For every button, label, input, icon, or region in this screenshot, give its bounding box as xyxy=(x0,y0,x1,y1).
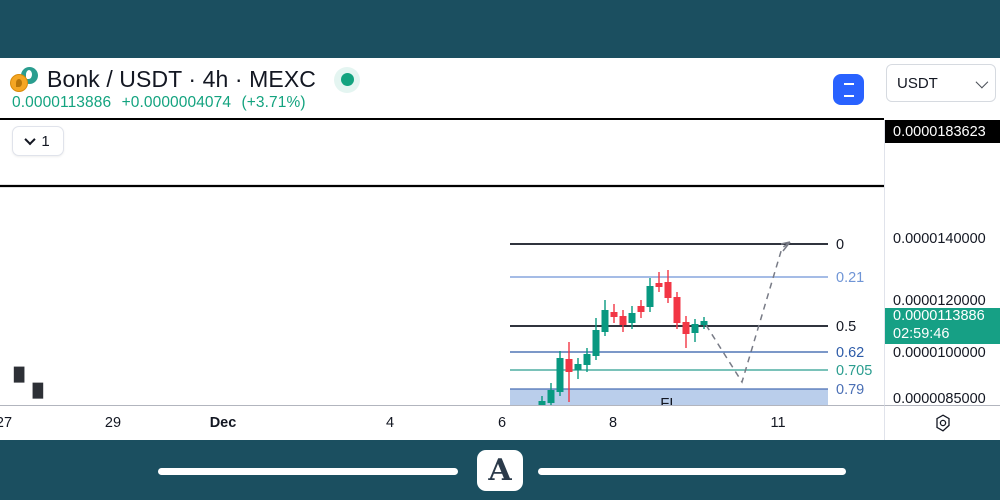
candle-body-15 xyxy=(583,354,591,365)
price-change-abs: +0.0000004074 xyxy=(121,94,232,111)
candle-body-27 xyxy=(691,324,699,333)
price-tick-0: 0.0000140000 xyxy=(893,231,986,247)
candle-body-25 xyxy=(673,297,681,323)
bars-count-label: 1 xyxy=(41,132,50,150)
bars-count-button[interactable]: 1 xyxy=(12,126,64,156)
candle-body-10 xyxy=(538,401,546,405)
tradingview-watermark: ▘▖ xyxy=(14,368,54,399)
current-price-value: 0.0000113886 xyxy=(893,308,985,325)
fib-label-0.5: 0.5 xyxy=(836,319,856,335)
nav-pill-right[interactable] xyxy=(538,468,846,475)
fib-fill-upper xyxy=(510,389,828,405)
candle-body-28 xyxy=(700,321,708,325)
time-tick-3: 4 xyxy=(385,415,395,431)
projection-path xyxy=(705,241,791,384)
last-price: 0.0000113886 xyxy=(12,94,112,111)
candle-body-23 xyxy=(655,283,663,287)
time-tick-0: 27 xyxy=(0,415,13,431)
symbol-header: Bonk / USDT · 4h · MEXC 0.0000113886 +0.… xyxy=(0,58,884,120)
price-change-pct: (+3.71%) xyxy=(241,94,306,111)
candle-body-19 xyxy=(619,316,627,325)
price-axis[interactable]: 0.0000183623 0.0000140000 0.0000120000 0.0… xyxy=(884,120,1000,449)
candle-body-18 xyxy=(610,312,618,317)
candle-body-24 xyxy=(664,282,672,298)
letter-a-glyph: A xyxy=(488,452,512,488)
fl-annotation: FL xyxy=(660,395,678,405)
bonk-coin-icon xyxy=(10,66,38,93)
time-tick-6: 11 xyxy=(770,415,786,431)
symbol-row[interactable]: Bonk / USDT · 4h · MEXC xyxy=(10,66,361,93)
app-launcher-icon[interactable]: A xyxy=(477,450,523,491)
symbol-title[interactable]: Bonk / USDT · 4h · MEXC xyxy=(47,66,317,92)
candle-body-13 xyxy=(565,359,573,372)
top-price-label: 0.0000183623 xyxy=(885,120,1000,143)
candle-body-14 xyxy=(574,364,582,370)
candle-body-26 xyxy=(682,322,690,334)
candle-body-12 xyxy=(556,358,564,392)
price-tick-2: 0.0000100000 xyxy=(893,345,986,361)
market-live-icon xyxy=(334,66,361,93)
price-row: 0.0000113886 +0.0000004074 (+3.71%) xyxy=(12,94,306,112)
candle-body-17 xyxy=(601,310,609,332)
nav-pill-left[interactable] xyxy=(158,468,458,475)
price-tick-1: 0.0000120000 xyxy=(893,293,986,309)
candle-body-22 xyxy=(646,286,654,307)
fib-label-0.62: 0.62 xyxy=(836,345,864,361)
time-tick-5: 8 xyxy=(608,415,618,431)
chart-window: Bonk / USDT · 4h · MEXC 0.0000113886 +0.… xyxy=(0,58,1000,449)
chevron-down-icon xyxy=(24,133,36,146)
currency-select-value: USDT xyxy=(897,74,938,92)
fib-label-0.21: 0.21 xyxy=(836,270,864,286)
time-tick-2: Dec xyxy=(209,415,237,431)
candle-body-21 xyxy=(637,306,645,312)
time-tick-4: 6 xyxy=(497,415,507,431)
time-tick-1: 29 xyxy=(104,415,122,431)
currency-select[interactable]: USDT xyxy=(886,64,996,102)
fib-label-0: 0 xyxy=(836,237,844,253)
fib-label-0.705: 0.705 xyxy=(836,363,872,379)
chevron-down-icon xyxy=(975,75,989,88)
axis-settings-button[interactable] xyxy=(884,405,1000,440)
bar-countdown: 02:59:46 xyxy=(893,326,950,342)
candle-body-20 xyxy=(628,313,636,323)
fib-label-0.79: 0.79 xyxy=(836,382,864,398)
time-axis[interactable]: 27 29 Dec 4 6 8 11 xyxy=(0,405,884,440)
fullscreen-icon[interactable] xyxy=(833,74,864,105)
current-price-label: 0.0000113886 02:59:46 xyxy=(885,308,1000,344)
projection-arrow-icon xyxy=(780,241,791,252)
price-tick-3: 0.0000085000 xyxy=(893,391,986,407)
candle-body-16 xyxy=(592,330,600,356)
gear-icon xyxy=(935,414,950,432)
candle-body-11 xyxy=(547,390,555,403)
